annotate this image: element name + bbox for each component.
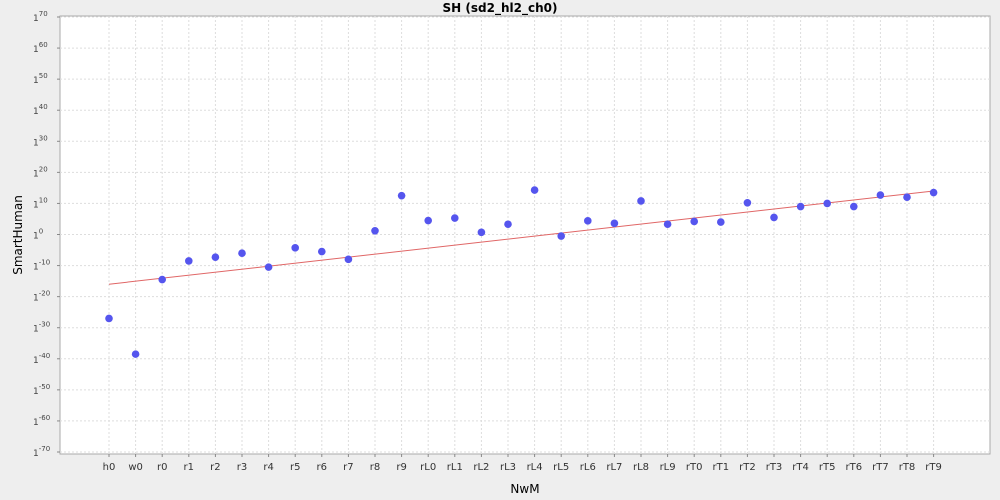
data-point — [344, 255, 353, 264]
data-point — [424, 216, 433, 225]
x-tick-label: rL7 — [606, 462, 622, 473]
data-point — [903, 193, 911, 202]
x-tick-label: rL9 — [660, 462, 676, 473]
data-point — [131, 350, 140, 358]
data-point — [796, 202, 805, 211]
x-tick-label: rL6 — [580, 462, 596, 473]
x-tick-label: r2 — [210, 462, 220, 473]
y-axis-label: SmartHuman — [11, 195, 25, 275]
data-point — [876, 191, 885, 199]
x-tick-label: rL3 — [500, 462, 516, 473]
x-tick-label: rT8 — [899, 462, 916, 473]
data-point — [663, 220, 672, 229]
data-point — [743, 199, 752, 207]
x-axis-ticks: h0 w0 r0 r1 r2 r3 r4 r5 r6 r7 r8 r9 rL0 rL1 rL2 rL3 rL4 r… — [103, 454, 942, 473]
data-point — [397, 191, 406, 200]
x-tick-label: r7 — [343, 462, 353, 473]
data-point — [823, 199, 831, 208]
data-point — [717, 218, 725, 226]
data-point — [264, 263, 273, 271]
data-point — [105, 314, 113, 323]
data-point — [504, 220, 512, 229]
x-tick-label: rT6 — [846, 462, 863, 473]
data-point — [185, 257, 193, 265]
grid-lines — [60, 16, 990, 454]
trend-line — [108, 190, 934, 285]
x-tick-label: r6 — [317, 462, 327, 473]
x-tick-label: w0 — [128, 462, 143, 473]
x-tick-label: r0 — [157, 462, 167, 473]
x-tick-label: h0 — [103, 462, 116, 473]
data-point — [211, 253, 220, 261]
x-tick-label: r8 — [370, 462, 380, 473]
data-point — [850, 202, 858, 211]
data-point — [158, 275, 166, 284]
data-point — [477, 228, 486, 237]
data-point — [530, 186, 539, 194]
data-point — [557, 232, 565, 240]
x-tick-label: r1 — [184, 462, 194, 473]
x-tick-label: rT7 — [872, 462, 889, 473]
data-point — [238, 249, 246, 257]
data-point — [690, 217, 698, 226]
data-point — [637, 197, 645, 205]
x-tick-label: rL1 — [447, 462, 463, 473]
x-tick-label: rL2 — [473, 462, 489, 473]
x-tick-label: rL4 — [527, 462, 543, 473]
data-point — [610, 219, 619, 228]
x-tick-label: rL8 — [633, 462, 649, 473]
x-tick-label: rL0 — [420, 462, 436, 473]
x-tick-label: r9 — [396, 462, 406, 473]
x-tick-label: r3 — [237, 462, 247, 473]
data-point — [584, 217, 592, 225]
data-point — [291, 244, 300, 252]
x-tick-label: rT1 — [713, 462, 730, 473]
y-tick-label: 10 — [33, 228, 43, 242]
x-tick-label: rT4 — [792, 462, 809, 473]
x-tick-label: rT5 — [819, 462, 836, 473]
x-tick-label: rL5 — [553, 462, 569, 473]
data-point — [371, 226, 379, 235]
x-tick-label: rT0 — [686, 462, 703, 473]
chart-title: SH (sd2_hl2_ch0) — [443, 1, 558, 16]
x-tick-label: rT2 — [739, 462, 756, 473]
data-point — [451, 214, 459, 222]
x-tick-label: rT9 — [925, 462, 942, 473]
x-tick-label: r5 — [290, 462, 300, 473]
data-point — [929, 188, 938, 197]
x-tick-label: rT3 — [766, 462, 783, 473]
data-point — [770, 213, 778, 222]
data-points — [105, 186, 938, 358]
x-axis-label: NwM — [510, 482, 539, 496]
x-tick-label: r4 — [263, 462, 273, 473]
data-point — [318, 247, 326, 256]
